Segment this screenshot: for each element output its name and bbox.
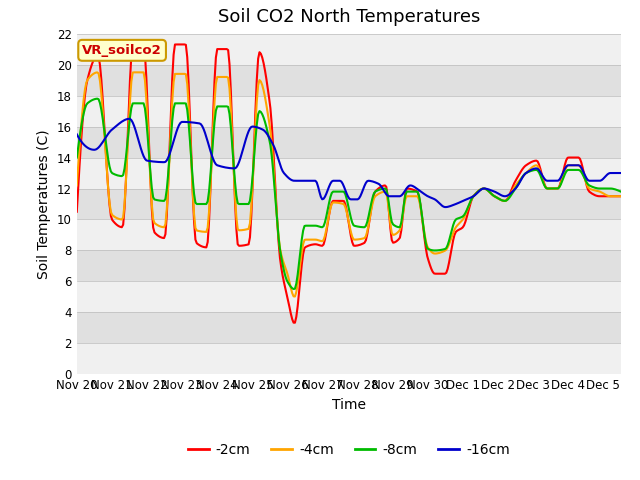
- Bar: [77, 281, 621, 312]
- X-axis label: Time: Time: [332, 398, 366, 412]
- Bar: [77, 34, 621, 65]
- Bar: [77, 343, 621, 374]
- Legend: -2cm, -4cm, -8cm, -16cm: -2cm, -4cm, -8cm, -16cm: [182, 438, 515, 463]
- Bar: [77, 96, 621, 127]
- Y-axis label: Soil Temperatures (C): Soil Temperatures (C): [37, 129, 51, 279]
- Title: Soil CO2 North Temperatures: Soil CO2 North Temperatures: [218, 9, 480, 26]
- Text: VR_soilco2: VR_soilco2: [82, 44, 162, 57]
- Bar: [77, 157, 621, 189]
- Bar: [77, 219, 621, 251]
